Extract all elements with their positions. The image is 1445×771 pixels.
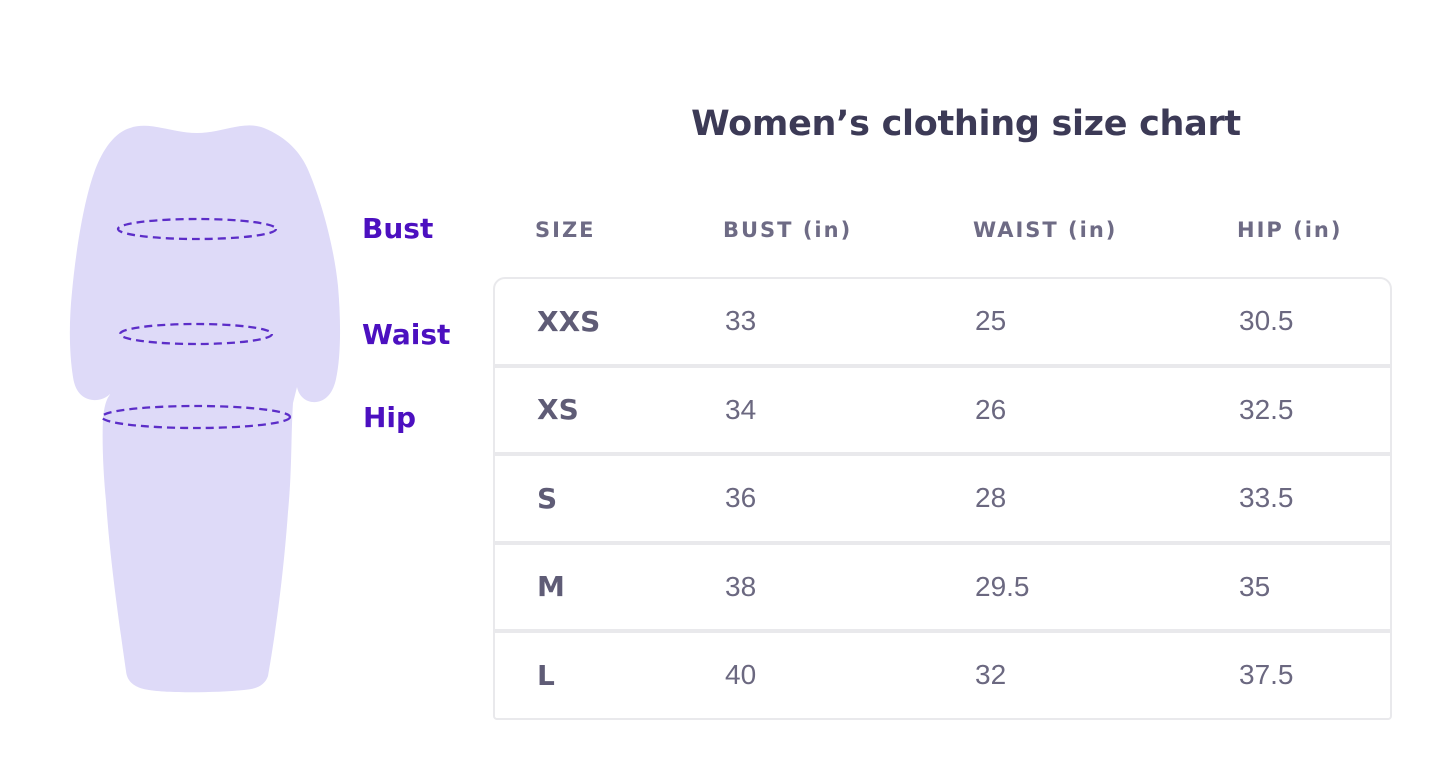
- size-cell: XXS: [537, 304, 601, 338]
- bust-measure-line: [116, 217, 278, 241]
- waist-cell: 29.5: [975, 570, 1030, 602]
- waist-cell: 28: [975, 482, 1007, 514]
- size-table-header: SIZE BUST (in) WAIST (in) HIP (in): [493, 218, 1392, 242]
- size-cell: L: [537, 658, 555, 692]
- waist-cell: 32: [975, 659, 1007, 691]
- bust-cell: 34: [725, 393, 757, 425]
- page-title: Women’s clothing size chart: [691, 104, 1241, 144]
- table-row: XS 34 26 32.5: [493, 365, 1392, 454]
- table-row: L 40 32 37.5: [493, 631, 1392, 720]
- header-waist: WAIST (in): [973, 218, 1118, 242]
- dress-silhouette: [69, 125, 341, 693]
- size-cell: S: [537, 481, 558, 515]
- hip-cell: 33.5: [1239, 482, 1294, 514]
- waist-measure-line: [118, 322, 274, 346]
- waist-label: Waist: [362, 318, 451, 351]
- hip-cell: 35: [1239, 570, 1271, 602]
- dress-illustration: [69, 125, 341, 693]
- waist-cell: 26: [975, 393, 1007, 425]
- waist-cell: 25: [975, 305, 1007, 337]
- bust-cell: 38: [725, 570, 757, 602]
- header-bust: BUST (in): [723, 218, 853, 242]
- table-row: M 38 29.5 35: [493, 542, 1392, 631]
- header-size: SIZE: [535, 218, 596, 242]
- hip-measure-line: [100, 404, 292, 430]
- hip-label: Hip: [363, 401, 417, 434]
- bust-cell: 36: [725, 482, 757, 514]
- hip-cell: 37.5: [1239, 659, 1294, 691]
- bust-cell: 33: [725, 305, 757, 337]
- hip-cell: 30.5: [1239, 305, 1294, 337]
- size-table-body: XXS 33 25 30.5 XS 34 26 32.5 S 36 28 33.…: [493, 277, 1392, 720]
- size-cell: M: [537, 570, 565, 604]
- size-cell: XS: [537, 393, 579, 427]
- bust-label: Bust: [362, 212, 434, 245]
- header-hip: HIP (in): [1237, 218, 1343, 242]
- bust-cell: 40: [725, 659, 757, 691]
- table-row: XXS 33 25 30.5: [493, 277, 1392, 366]
- table-row: S 36 28 33.5: [493, 454, 1392, 543]
- hip-cell: 32.5: [1239, 393, 1294, 425]
